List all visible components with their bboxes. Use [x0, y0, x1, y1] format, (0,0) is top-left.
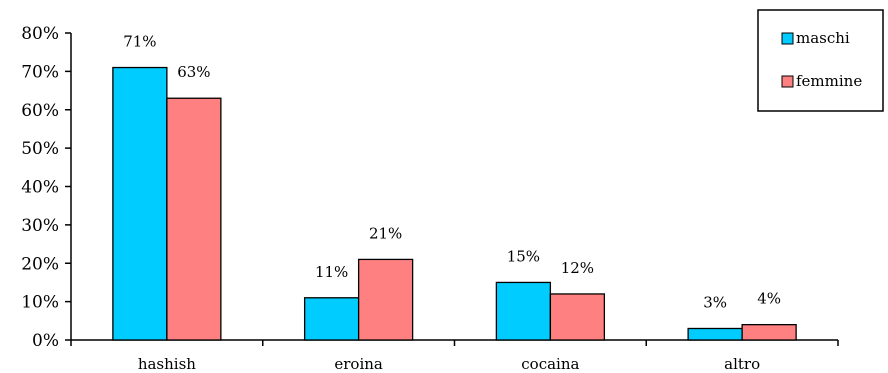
bar-femmine-altro [741, 323, 797, 341]
data-label-maschi-eroina: 11% [315, 263, 348, 281]
y-tick-label: 30% [21, 216, 59, 236]
data-label-femmine-altro: 4% [757, 290, 781, 308]
y-tick-label: 50% [21, 139, 59, 159]
bar-femmine-hashish [166, 97, 222, 341]
legend: maschi femmine [757, 9, 884, 112]
bar-maschi-altro [687, 327, 743, 341]
bar-maschi-cocaina [495, 281, 552, 341]
x-category-label: eroina [334, 355, 383, 373]
y-tick-label: 20% [21, 254, 59, 274]
y-tick-label: 70% [21, 62, 59, 82]
y-tick-label: 10% [21, 293, 59, 313]
data-labels: 71% 11% 15% 3% 63% 21% 12% 4% [123, 33, 781, 312]
y-axis-ticks: 0% 10% 20% 30% 40% 50% 60% 70% 80% [21, 24, 71, 351]
legend-swatch-femmine [781, 75, 794, 88]
x-category-label: altro [724, 355, 760, 373]
bars [112, 66, 797, 341]
data-label-maschi-hashish: 71% [123, 33, 156, 51]
bar-maschi-hashish [112, 66, 168, 341]
legend-label-maschi: maschi [796, 29, 850, 47]
y-tick-label: 0% [32, 331, 59, 351]
y-tick-label: 40% [21, 178, 59, 198]
bar-maschi-eroina [303, 297, 360, 341]
x-category-label: hashish [138, 355, 196, 373]
legend-box [757, 9, 884, 112]
legend-label-femmine: femmine [796, 72, 862, 90]
legend-swatch-maschi [781, 32, 794, 45]
x-category-label: cocaina [521, 355, 579, 373]
data-label-femmine-eroina: 21% [369, 224, 402, 242]
bar-femmine-cocaina [549, 293, 606, 341]
y-tick-label: 80% [21, 24, 59, 44]
x-axis-ticks: hashish eroina cocaina altro [70, 340, 839, 373]
bar-femmine-eroina [357, 258, 414, 341]
data-label-femmine-hashish: 63% [177, 63, 210, 81]
data-label-maschi-altro: 3% [703, 293, 727, 311]
data-label-maschi-cocaina: 15% [507, 247, 540, 265]
y-tick-label: 60% [21, 101, 59, 121]
data-label-femmine-cocaina: 12% [561, 259, 594, 277]
